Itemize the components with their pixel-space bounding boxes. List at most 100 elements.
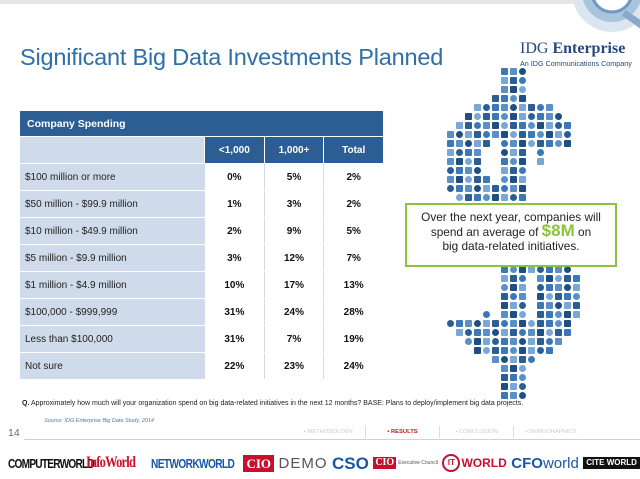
table-cell: 28% — [323, 299, 384, 325]
icon-tile — [519, 77, 526, 84]
icon-tile — [555, 329, 562, 336]
brand-name-bold: Enterprise — [552, 40, 626, 57]
icon-tile — [483, 104, 490, 111]
icon-tile — [483, 311, 490, 318]
page-number: 14 — [8, 427, 20, 439]
networkworld-logo: NETWORKWORLD — [150, 455, 235, 471]
icon-tile — [510, 122, 517, 129]
icon-tile — [483, 347, 490, 354]
table-cell: 10% — [204, 272, 264, 298]
icon-tile — [519, 311, 526, 318]
table-cell: 12% — [263, 245, 324, 271]
icon-tile — [555, 113, 562, 120]
icon-tile — [483, 140, 490, 147]
icon-tile — [465, 329, 472, 336]
row-label: $100 million or more — [20, 164, 204, 190]
icon-tile — [537, 275, 544, 282]
icon-tile — [528, 104, 535, 111]
source-note: Source: IDG Enterprise Big Data Study, 2… — [44, 418, 154, 424]
callout-line2-pre: spend an average of — [430, 225, 542, 239]
icon-tile — [510, 311, 517, 318]
table-cell: 22% — [204, 353, 264, 379]
icon-tile — [564, 293, 571, 300]
icon-tile — [519, 293, 526, 300]
icon-tile — [546, 311, 553, 318]
icon-tile — [501, 392, 508, 399]
icon-tile — [492, 356, 499, 363]
table-row: $1 million - $4.9 million 10% 17% 13% — [20, 271, 384, 298]
icon-tile — [465, 113, 472, 120]
table-cell: 24% — [323, 353, 384, 379]
row-label: Less than $100,000 — [20, 326, 204, 352]
icon-tile — [573, 293, 580, 300]
icon-tile — [501, 266, 508, 273]
icon-tile — [510, 68, 517, 75]
icon-tile — [456, 158, 463, 165]
icon-tile — [474, 329, 481, 336]
itworld-ring: IT — [442, 454, 461, 472]
icon-tile — [528, 338, 535, 345]
icon-tile — [528, 140, 535, 147]
icon-tile — [474, 131, 481, 138]
icon-tile — [519, 131, 526, 138]
icon-tile — [501, 347, 508, 354]
icon-tile — [456, 194, 463, 201]
icon-tile — [483, 194, 490, 201]
itworld-logo: IT WORLD — [442, 454, 507, 472]
icon-tile — [537, 131, 544, 138]
icon-tile — [465, 140, 472, 147]
icon-tile — [555, 338, 562, 345]
icon-tile — [537, 113, 544, 120]
icon-tile — [537, 302, 544, 309]
icon-tile — [510, 356, 517, 363]
icon-tile — [555, 311, 562, 318]
icon-tile — [528, 329, 535, 336]
computerworld-logo: COMPUTERWORLD — [8, 455, 95, 471]
icon-tile — [501, 131, 508, 138]
icon-tile — [510, 158, 517, 165]
icon-tile — [546, 293, 553, 300]
infoworld-logo: InfoWorld — [86, 454, 136, 471]
table-row: $10 million - $49.9 million 2% 9% 5% — [20, 217, 384, 244]
icon-tile — [519, 320, 526, 327]
table-cell: 19% — [323, 326, 384, 352]
icon-tile — [564, 140, 571, 147]
icon-tile — [519, 356, 526, 363]
icon-tile — [519, 68, 526, 75]
icon-tile — [564, 302, 571, 309]
icon-tile — [501, 275, 508, 282]
icon-tile — [510, 131, 517, 138]
icon-tile — [519, 86, 526, 93]
brand-name: IDG Enterprise — [520, 40, 632, 58]
icon-tile — [456, 320, 463, 327]
icon-tile — [510, 266, 517, 273]
icon-tile — [555, 320, 562, 327]
icon-tile — [546, 347, 553, 354]
icon-tile — [510, 347, 517, 354]
icon-tile — [519, 140, 526, 147]
cfoworld-rest: world — [542, 454, 579, 472]
icon-tile — [501, 194, 508, 201]
spending-table: Company Spending <1,000 1,000+ Total $100 m… — [20, 111, 384, 379]
icon-tile — [510, 185, 517, 192]
icon-tile — [492, 347, 499, 354]
nav-tab[interactable]: • CONCLUSION — [440, 426, 514, 438]
row-label: $50 million - $99.9 million — [20, 191, 204, 217]
callout-line2-post: on — [574, 225, 592, 239]
icon-tile — [564, 131, 571, 138]
nav-tab[interactable]: • RESULTS — [366, 426, 440, 438]
row-label: $10 million - $49.9 million — [20, 218, 204, 244]
icon-tile — [474, 185, 481, 192]
icon-tile — [492, 338, 499, 345]
icon-tile — [501, 95, 508, 102]
nav-tab[interactable]: • METHODOLOGY — [292, 426, 366, 438]
icon-tile — [519, 329, 526, 336]
icon-tile — [474, 122, 481, 129]
icon-tile — [528, 347, 535, 354]
icon-tile — [537, 266, 544, 273]
nav-tab[interactable]: • DEMOGRAPHICS — [525, 429, 577, 435]
table-row: $50 million - $99.9 million 1% 3% 2% — [20, 190, 384, 217]
icon-tile — [501, 302, 508, 309]
icon-tile — [501, 77, 508, 84]
icon-tile — [555, 302, 562, 309]
